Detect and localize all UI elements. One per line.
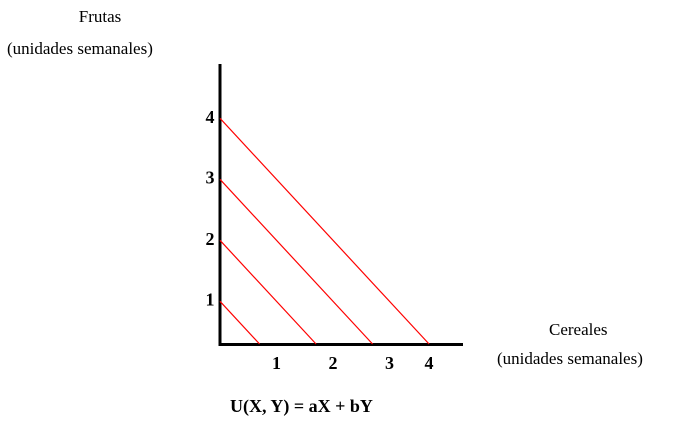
x-tick-label-3: 3: [385, 353, 394, 373]
y-axis-label-line-2: (unidades semanales): [7, 39, 153, 58]
indifference-line-3: [219, 178, 373, 345]
utility-formula: U(X, Y) = aX + bY: [230, 396, 373, 416]
indifference-line-2: [219, 239, 317, 345]
y-axis-label-line-1: Frutas: [78, 7, 122, 26]
x-axis-label-line-2: (unidades semanales): [497, 349, 643, 368]
indifference-line-1: [219, 300, 260, 345]
y-tick-label-1: 1: [206, 289, 215, 309]
y-tick-label-2: 2: [206, 229, 215, 249]
x-axis-label-line-1: Cereales: [549, 320, 608, 339]
x-tick-label-1: 1: [272, 353, 281, 373]
y-tick-label-4: 4: [206, 107, 215, 127]
indifference-line-4: [219, 117, 430, 345]
y-tick-label-3: 3: [206, 167, 215, 187]
x-tick-label-4: 4: [425, 353, 434, 373]
x-tick-label-2: 2: [329, 353, 338, 373]
